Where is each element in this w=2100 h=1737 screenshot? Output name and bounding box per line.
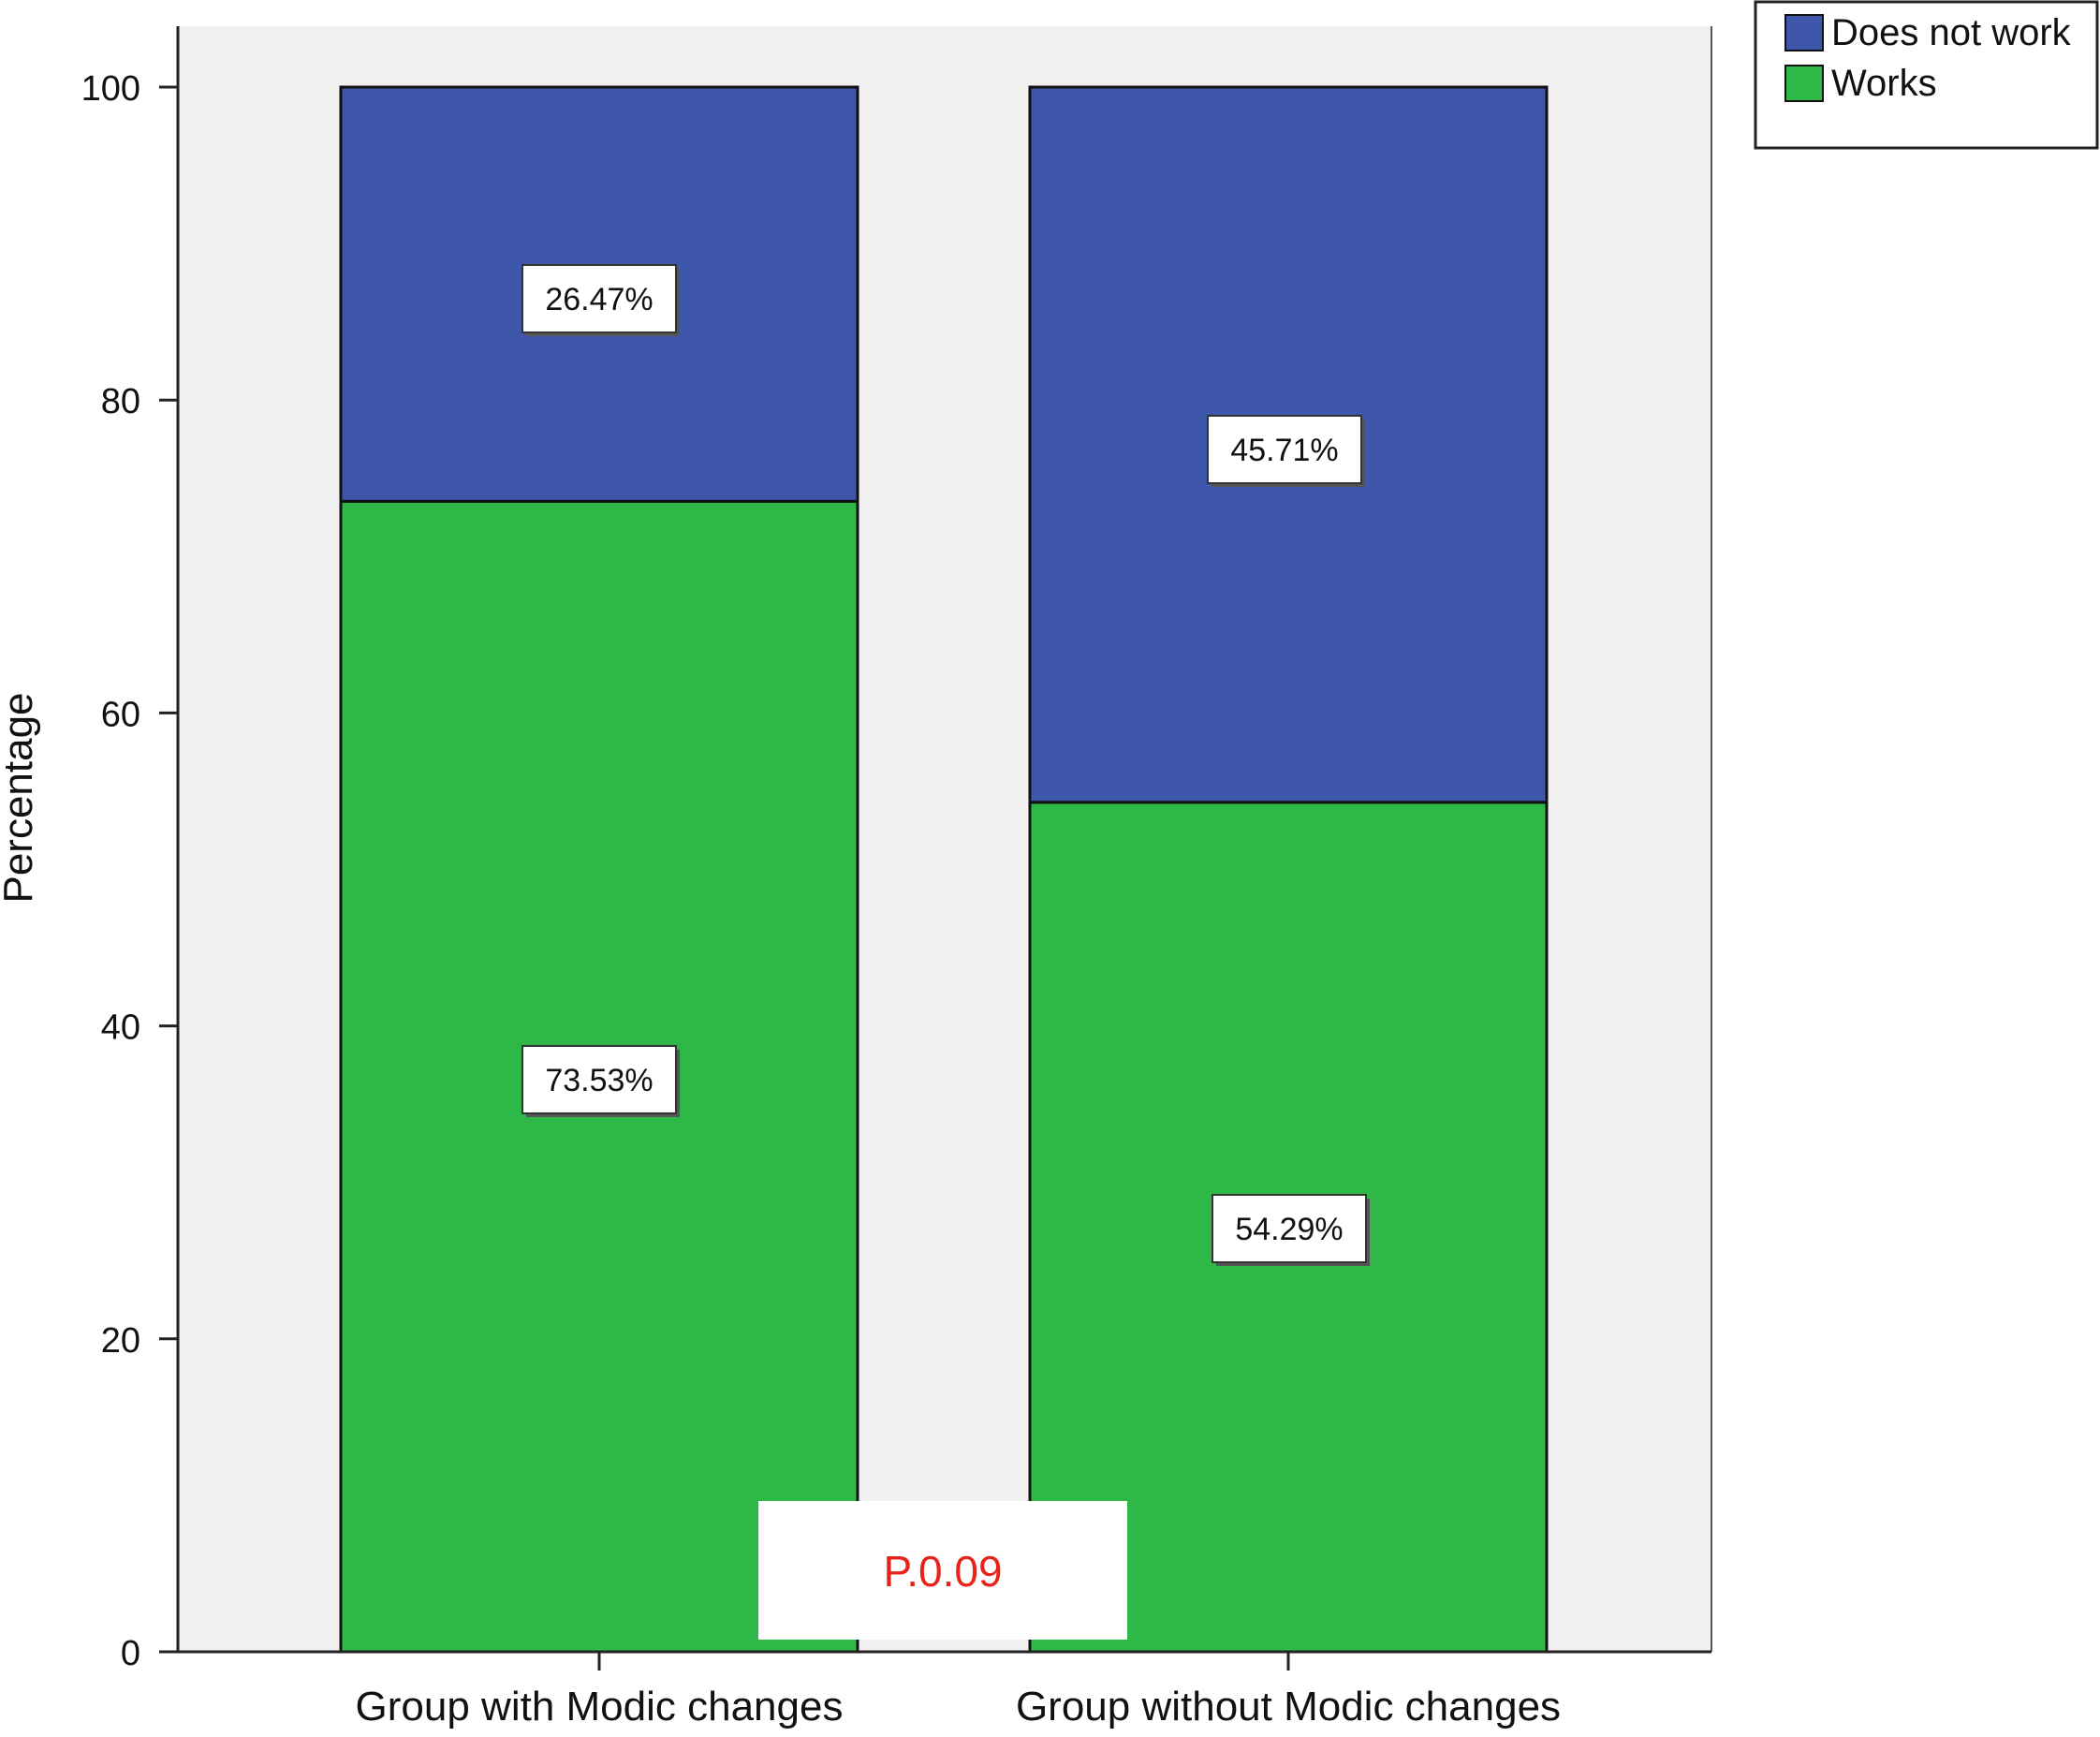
y-axis-label: Percentage <box>0 692 41 903</box>
y-tick-label: 0 <box>121 1634 140 1673</box>
data-label-does-not-work-group-without-modic-changes: 45.71% <box>1230 433 1338 468</box>
y-tick-label: 100 <box>81 69 140 109</box>
data-label-works-group-without-modic-changes: 54.29% <box>1235 1212 1343 1247</box>
data-label-works-group-with-modic-changes: 73.53% <box>545 1063 653 1098</box>
x-tick-label-group-with-modic-changes: Group with Modic changes <box>356 1684 844 1730</box>
x-tick-label-group-without-modic-changes: Group without Modic changes <box>1016 1684 1561 1730</box>
data-label-box <box>1212 1194 1367 1263</box>
legend-swatch-does-not-work <box>1784 14 1824 52</box>
data-label-box <box>521 1045 677 1114</box>
annotation-p-value: P.0.09 <box>883 1547 1002 1596</box>
data-label-does-not-work-group-with-modic-changes: 26.47% <box>545 282 653 317</box>
y-tick-label: 60 <box>101 695 140 734</box>
data-label-box <box>1207 415 1362 484</box>
data-label-box <box>521 264 677 333</box>
y-tick-label: 20 <box>101 1321 140 1361</box>
y-tick-label: 80 <box>101 382 140 421</box>
annotation-box <box>758 1501 1127 1640</box>
legend-swatch-works <box>1784 65 1824 102</box>
legend-label-works: Works <box>1831 63 1937 104</box>
legend-label-does-not-work: Does not work <box>1831 12 2072 53</box>
y-tick-label: 40 <box>101 1008 140 1048</box>
